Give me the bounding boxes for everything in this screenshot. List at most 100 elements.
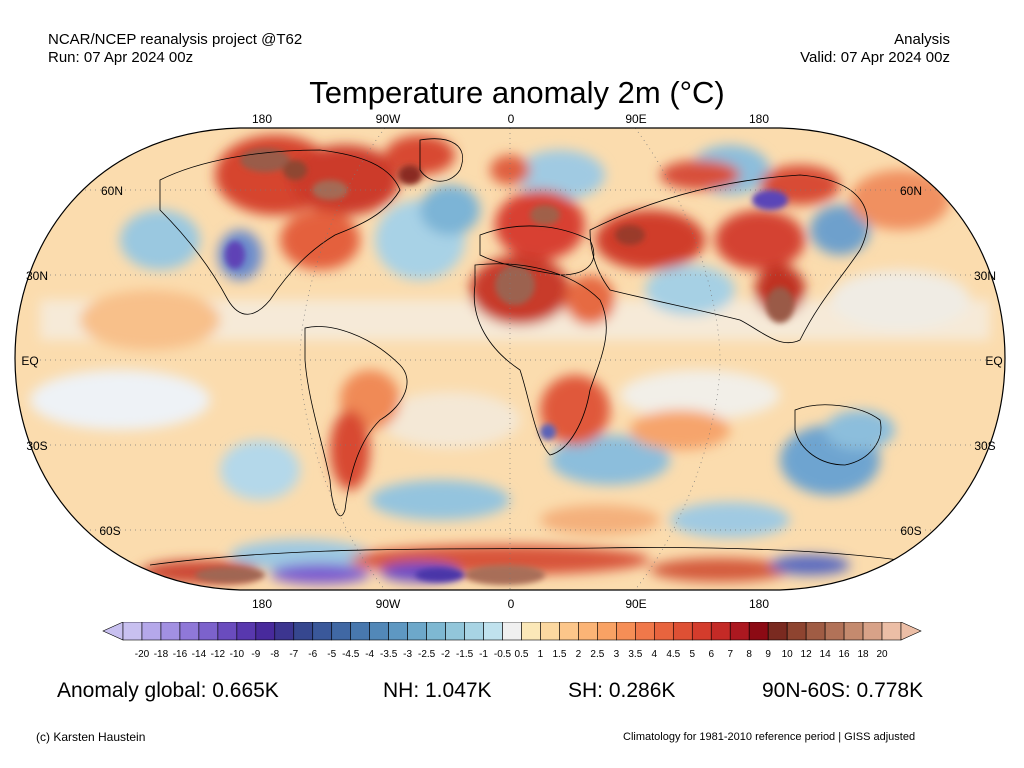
colorbar-label: 4 bbox=[652, 649, 658, 660]
run-label: Run: 07 Apr 2024 00z bbox=[48, 49, 194, 66]
lon-label: 180 bbox=[252, 112, 272, 126]
colorbar-cell bbox=[805, 622, 826, 641]
lat-label: 60N bbox=[101, 184, 123, 198]
lon-labels-bottom: 180 90W 0 90E 180 bbox=[252, 597, 769, 611]
polar-anomaly: 90N-60S: 0.778K bbox=[762, 679, 924, 702]
analysis-label: Analysis bbox=[894, 31, 950, 48]
lat-label: EQ bbox=[985, 354, 1002, 368]
colorbar-label: 20 bbox=[876, 649, 888, 660]
colorbar-label: 6 bbox=[708, 649, 714, 660]
colorbar-label: -4 bbox=[365, 649, 374, 660]
colorbar-label: -6 bbox=[308, 649, 317, 660]
colorbar-cell bbox=[407, 622, 427, 641]
colorbar-label: 7 bbox=[727, 649, 733, 660]
colorbar-label: -14 bbox=[192, 649, 207, 660]
colorbar-cell bbox=[198, 622, 219, 641]
colorbar-cell bbox=[767, 622, 788, 641]
header-right: Analysis Valid: 07 Apr 2024 00z bbox=[800, 31, 950, 67]
colorbar-label: -10 bbox=[230, 649, 245, 660]
coastlines bbox=[149, 138, 931, 566]
colorbar-label: 3 bbox=[614, 649, 620, 660]
author-credit: (c) Karsten Haustein bbox=[36, 730, 146, 744]
colorbar-cell bbox=[217, 622, 238, 641]
colorbar-cell bbox=[578, 622, 598, 641]
colorbar-label: -12 bbox=[211, 649, 226, 660]
lat-label: EQ bbox=[21, 354, 38, 368]
colorbar-cell bbox=[483, 622, 503, 641]
lat-labels-right: 60N 30N EQ 30S 60S bbox=[900, 184, 1003, 538]
lon-label: 180 bbox=[252, 597, 272, 611]
colorbar-label: -1 bbox=[479, 649, 488, 660]
colorbar: -20 -18 -16 -14 -12 -10 -9 -8 -7 -6 -5 -4.5 -4 -3.5 -3… bbox=[102, 622, 922, 660]
colorbar-label: -0.5 bbox=[494, 649, 512, 660]
lon-labels-top: 180 90W 0 90E 180 bbox=[252, 112, 769, 126]
colorbar-label: 0.5 bbox=[515, 649, 529, 660]
colorbar-label: -9 bbox=[251, 649, 260, 660]
colorbar-cell bbox=[786, 622, 807, 641]
colorbar-cell bbox=[369, 622, 389, 641]
colorbar-label: 14 bbox=[820, 649, 832, 660]
colorbar-label: -1.5 bbox=[456, 649, 474, 660]
colorbar-label: 10 bbox=[782, 649, 794, 660]
colorbar-label: 9 bbox=[765, 649, 771, 660]
colorbar-label: -4.5 bbox=[342, 649, 360, 660]
colorbar-cell bbox=[729, 622, 750, 641]
colorbar-label: 1 bbox=[538, 649, 544, 660]
colorbar-cell bbox=[597, 622, 617, 641]
colorbar-label: 16 bbox=[839, 649, 851, 660]
colorbar-cell bbox=[635, 622, 655, 641]
colorbar-cell bbox=[331, 622, 352, 641]
colorbar-cell bbox=[559, 622, 579, 641]
colorbar-labels: -20 -18 -16 -14 -12 -10 -9 -8 -7 -6 -5 -4.5 -4 -3.5 -3… bbox=[135, 649, 888, 660]
colorbar-cell bbox=[616, 622, 636, 641]
lon-label: 90E bbox=[625, 597, 646, 611]
colorbar-cell bbox=[160, 622, 181, 641]
valid-label: Valid: 07 Apr 2024 00z bbox=[800, 49, 950, 66]
colorbar-cell bbox=[881, 622, 902, 641]
colorbar-cell bbox=[350, 622, 370, 641]
stats-row: Anomaly global: 0.665K NH: 1.047K SH: 0.… bbox=[0, 679, 1024, 707]
colorbar-cell bbox=[179, 622, 200, 641]
colorbar-label: 8 bbox=[746, 649, 752, 660]
colorbar-label: 1.5 bbox=[552, 649, 566, 660]
colorbar-cell bbox=[824, 622, 845, 641]
lat-label: 30S bbox=[26, 439, 47, 453]
colorbar-label: 3.5 bbox=[628, 649, 642, 660]
lat-label: 30N bbox=[26, 269, 48, 283]
colorbar-cell bbox=[388, 622, 408, 641]
colorbar-cell bbox=[236, 622, 257, 641]
colorbar-label: 2 bbox=[576, 649, 582, 660]
lon-label: 0 bbox=[508, 597, 515, 611]
colorbar-cell bbox=[710, 622, 731, 641]
colorbar-cell bbox=[540, 622, 560, 641]
colorbar-label: -16 bbox=[173, 649, 188, 660]
climatology-note: Climatology for 1981-2010 reference peri… bbox=[623, 731, 916, 743]
colorbar-label: -8 bbox=[270, 649, 279, 660]
lat-labels-left: 60N 30N EQ 30S 60S bbox=[21, 184, 123, 538]
colorbar-cell bbox=[312, 622, 333, 641]
colorbar-cell bbox=[654, 622, 674, 641]
lon-label: 90W bbox=[376, 112, 401, 126]
lon-label: 90W bbox=[376, 597, 401, 611]
colorbar-cell bbox=[141, 622, 162, 641]
colorbar-cell bbox=[748, 622, 769, 641]
lat-label: 60N bbox=[900, 184, 922, 198]
colorbar-label: -20 bbox=[135, 649, 150, 660]
map-border bbox=[14, 127, 1006, 591]
colorbar-label: 12 bbox=[801, 649, 813, 660]
map-title: Temperature anomaly 2m (°C) bbox=[309, 75, 725, 110]
colorbar-end-right bbox=[900, 622, 922, 641]
map-field bbox=[15, 128, 1005, 590]
global-anomaly: Anomaly global: 0.665K bbox=[57, 679, 279, 702]
colorbar-cell bbox=[862, 622, 883, 641]
colorbar-cell bbox=[122, 622, 143, 641]
colorbar-cell bbox=[521, 622, 541, 641]
colorbar-label: -2.5 bbox=[418, 649, 436, 660]
lat-label: 60S bbox=[900, 524, 921, 538]
colorbar-cell bbox=[426, 622, 446, 641]
colorbar-cell bbox=[293, 622, 314, 641]
colorbar-label: -3.5 bbox=[380, 649, 398, 660]
lon-label: 0 bbox=[508, 112, 515, 126]
colorbar-cell bbox=[672, 622, 693, 641]
colorbar-cell bbox=[843, 622, 864, 641]
